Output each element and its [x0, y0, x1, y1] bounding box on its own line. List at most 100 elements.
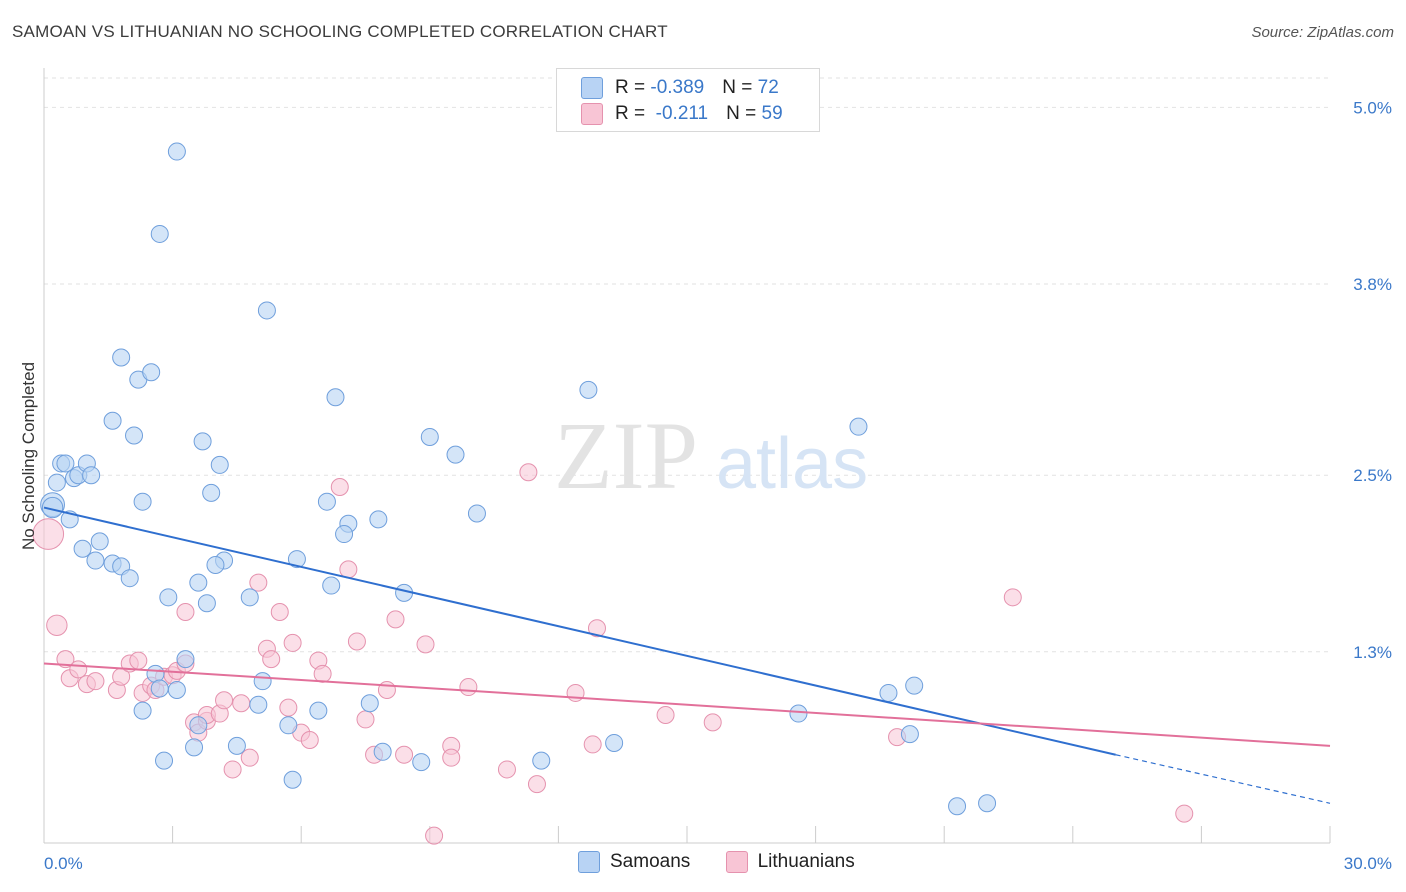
lithuanians-point: [356, 710, 375, 729]
watermark-atlas: atlas: [716, 424, 868, 504]
x-tick-label: 30.0%: [1344, 854, 1392, 873]
samoans-point: [125, 426, 144, 445]
samoans-point: [193, 432, 212, 451]
watermark-zip: ZIP: [554, 402, 698, 509]
legend-r-label: R =: [615, 103, 651, 125]
lithuanians-point: [527, 775, 546, 794]
lithuanians-swatch: [725, 851, 748, 873]
samoans-swatch: [581, 77, 603, 99]
samoans-point: [446, 445, 465, 464]
samoans-point: [41, 496, 64, 519]
samoans-point: [849, 417, 868, 436]
lithuanians-point: [395, 745, 414, 764]
samoans-point: [206, 555, 225, 574]
legend-row-samoans: R = -0.389 N = 72: [581, 77, 779, 101]
legend-r-value: -0.389: [650, 77, 705, 99]
samoans-point: [412, 753, 431, 772]
samoans-point: [240, 588, 259, 607]
lithuanians-point: [377, 681, 396, 699]
lithuanians-point: [386, 610, 405, 629]
samoans-point: [210, 455, 229, 474]
lithuanians-point: [347, 632, 366, 651]
samoans-point: [176, 650, 195, 669]
legend-item-samoans[interactable]: Samoans: [578, 851, 690, 873]
lithuanians-point: [249, 573, 268, 592]
watermark: ZIP atlas: [554, 402, 868, 509]
legend-label-lithuanians: Lithuanians: [757, 851, 855, 873]
samoans-point: [905, 676, 924, 695]
y-tick-label: 1.3%: [1353, 643, 1392, 662]
lithuanians-point: [270, 603, 289, 622]
samoans-point: [467, 504, 486, 523]
lithuanians-point: [416, 635, 435, 654]
samoans-point: [283, 770, 302, 789]
axes: [43, 68, 1331, 844]
legend-n-label: N =: [726, 103, 762, 125]
lithuanians-point: [32, 518, 65, 550]
lithuanians-point: [56, 650, 75, 669]
correlation-legend: R = -0.389 N = 72 R = -0.211 N = 59: [556, 68, 820, 132]
samoans-point: [978, 794, 997, 813]
x-tick-label: 0.0%: [44, 854, 83, 873]
samoans-point: [317, 492, 336, 511]
samoans-point: [155, 751, 174, 770]
samoans-point: [579, 380, 598, 399]
samoans-point: [373, 742, 392, 761]
lithuanians-point: [583, 735, 602, 754]
lithuanians-point: [656, 706, 675, 725]
chart-title: SAMOAN VS LITHUANIAN NO SCHOOLING COMPLE…: [12, 22, 668, 41]
samoans-point: [189, 573, 208, 592]
samoans-point: [900, 725, 919, 744]
samoans-point: [120, 569, 139, 588]
samoans-point: [369, 510, 388, 529]
samoans-point: [86, 551, 105, 570]
lithuanians-point: [69, 660, 88, 679]
lithuanians-point: [223, 760, 242, 779]
y-tick-label: 2.5%: [1353, 466, 1392, 485]
samoans-point: [335, 525, 354, 544]
samoans-point: [227, 736, 246, 755]
samoans-point: [287, 550, 306, 569]
samoans-point: [879, 683, 898, 702]
lithuanians-point: [587, 619, 606, 638]
samoans-point: [73, 539, 92, 558]
samoans-point: [202, 483, 221, 502]
samoans-point: [279, 716, 298, 735]
legend-item-lithuanians[interactable]: Lithuanians: [725, 851, 855, 873]
lithuanians-point: [1003, 588, 1022, 607]
samoans-trend-extension: [1115, 754, 1331, 804]
samoans-swatch: [578, 851, 600, 873]
lithuanians-point: [279, 698, 298, 717]
lithuanians-point: [232, 694, 251, 713]
lithuanians-point: [46, 614, 68, 636]
lithuanians-point: [497, 760, 516, 779]
samoans-point: [112, 348, 131, 367]
legend-n-value: 59: [761, 103, 783, 125]
legend-r-label: R =: [615, 77, 651, 99]
lithuanians-point: [442, 748, 461, 767]
samoans-point: [948, 797, 967, 816]
lithuanians-point: [283, 633, 302, 652]
lithuanians-point: [86, 672, 105, 691]
samoans-point: [159, 588, 178, 607]
lithuanians-point: [1175, 804, 1194, 823]
samoans-point: [253, 672, 272, 691]
lithuanians-point: [300, 731, 319, 750]
samoans-point: [605, 733, 624, 752]
lithuanians-point: [215, 691, 234, 710]
legend-r-value: -0.211: [650, 103, 709, 125]
samoans-point: [133, 701, 152, 720]
samoans-point: [360, 694, 379, 713]
legend-n-value: 72: [757, 77, 779, 99]
lithuanians-points: [32, 463, 1194, 845]
samoans-point: [326, 388, 345, 407]
y-tick-label: 3.8%: [1353, 275, 1392, 294]
lithuanians-point: [129, 651, 148, 670]
lithuanians-point: [459, 678, 478, 697]
y-axis-label: No Schooling Completed: [19, 362, 38, 550]
trend-lines: [43, 506, 1331, 804]
lithuanians-point: [240, 748, 259, 767]
samoans-point: [322, 576, 341, 595]
lithuanians-point: [262, 650, 281, 669]
